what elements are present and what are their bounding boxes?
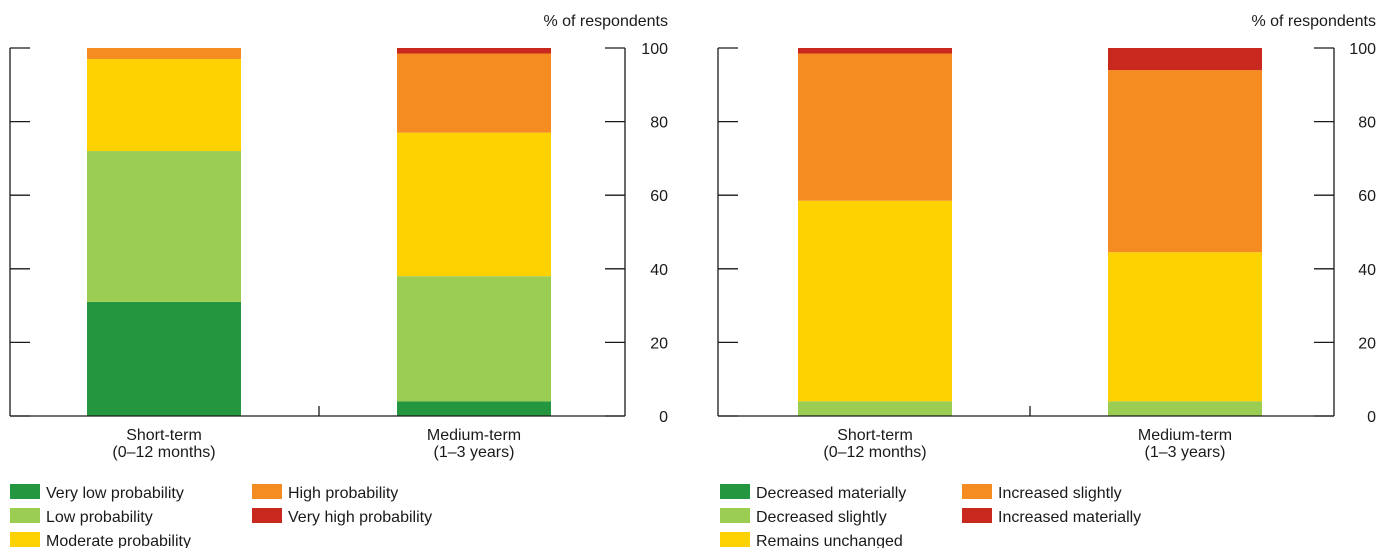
x-tick-label-1: Short-term (0–12 months): [112, 427, 215, 461]
bar-segment-5-cat-2: [1108, 48, 1262, 71]
legend-label-4: High probability: [288, 485, 398, 502]
y-tick-label-100: 100: [1349, 41, 1376, 58]
bar-segment-2-cat-1: [798, 401, 952, 416]
legend-swatch-3: [10, 532, 40, 547]
x-tick-label-2: Medium-term (1–3 years): [1138, 427, 1232, 461]
y-tick-label-80: 80: [650, 115, 668, 132]
bar-segment-4-cat-1: [798, 53, 952, 201]
legend-label-3: Moderate probability: [46, 533, 191, 548]
y-tick-label-100: 100: [641, 41, 668, 58]
bar-segment-3-cat-2: [1108, 252, 1262, 402]
x-tick-label-line: Medium-term: [427, 427, 521, 444]
legend-label-2: Decreased slightly: [756, 509, 887, 526]
y-tick-label-40: 40: [650, 262, 668, 279]
bar-segment-1-cat-1: [87, 301, 241, 416]
bar-segment-3-cat-2: [397, 132, 551, 277]
y-tick-label-40: 40: [1358, 262, 1376, 279]
legend-swatch-2: [10, 508, 40, 523]
y-tick-label-0: 0: [659, 409, 668, 426]
legend-swatch-5: [962, 508, 992, 523]
legend-label-2: Low probability: [46, 509, 153, 526]
legend-label-5: Very high probability: [288, 509, 432, 526]
x-tick-label-2: Medium-term (1–3 years): [427, 427, 521, 461]
legend-swatch-2: [720, 508, 750, 523]
x-tick-label-line: (0–12 months): [823, 444, 926, 461]
x-tick-label-line: (1–3 years): [1145, 444, 1226, 461]
bar-segment-4-cat-2: [1108, 70, 1262, 253]
bar-segment-2-cat-2: [397, 276, 551, 402]
bar-segment-5-cat-1: [798, 48, 952, 54]
y-tick-label-0: 0: [1367, 409, 1376, 426]
legend-swatch-1: [720, 484, 750, 499]
y-axis-label: % of respondents: [1251, 13, 1376, 30]
y-axis-label: % of respondents: [543, 13, 668, 30]
legend-label-5: Increased materially: [998, 509, 1141, 526]
bar-segment-4-cat-2: [397, 53, 551, 133]
x-tick-label-line: Short-term: [837, 427, 913, 444]
legend-swatch-1: [10, 484, 40, 499]
x-tick-label-1: Short-term (0–12 months): [823, 427, 926, 461]
legend-label-4: Increased slightly: [998, 485, 1122, 502]
x-tick-label-line: (0–12 months): [112, 444, 215, 461]
y-tick-label-60: 60: [650, 188, 668, 205]
y-tick-label-80: 80: [1358, 115, 1376, 132]
y-tick-label-20: 20: [1358, 335, 1376, 352]
y-tick-label-60: 60: [1358, 188, 1376, 205]
legend-swatch-4: [962, 484, 992, 499]
bar-segment-2-cat-2: [1108, 401, 1262, 416]
legend-swatch-4: [252, 484, 282, 499]
bar-segment-5-cat-2: [397, 48, 551, 54]
legend-swatch-5: [252, 508, 282, 523]
x-tick-label-line: Short-term: [126, 427, 202, 444]
x-tick-label-line: (1–3 years): [434, 444, 515, 461]
bar-segment-1-cat-2: [397, 401, 551, 416]
legend-swatch-3: [720, 532, 750, 547]
x-tick-label-line: Medium-term: [1138, 427, 1232, 444]
bar-segment-2-cat-1: [87, 151, 241, 302]
y-tick-label-20: 20: [650, 335, 668, 352]
legend-label-3: Remains unchanged: [756, 533, 903, 548]
bar-segment-3-cat-1: [798, 200, 952, 402]
bar-segment-4-cat-1: [87, 48, 241, 60]
legend-label-1: Very low probability: [46, 485, 184, 502]
legend-label-1: Decreased materially: [756, 485, 906, 502]
bar-segment-3-cat-1: [87, 59, 241, 152]
